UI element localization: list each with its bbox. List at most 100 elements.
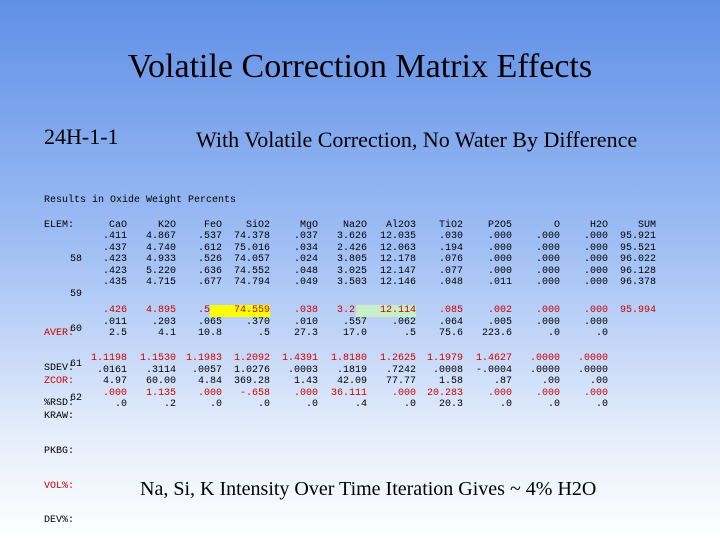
column-k2o-analyses: 4.867 4.740 4.933 5.220 4.715: [116, 231, 176, 289]
table-cell: .000: [535, 265, 560, 277]
column-tio2-corrections: 1.1979.0008 1.58 20.283 20.3: [403, 353, 463, 411]
table-cell: 12.035: [379, 231, 416, 242]
table-cell: 75.6: [438, 328, 463, 340]
column-na2o-corrections: 1.8180.1819 42.09 36.111.4: [307, 353, 367, 411]
table-cell: 96.128: [619, 265, 656, 277]
column-sum-analyses: 95.921 95.521 96.022 96.128 96.378: [596, 231, 656, 289]
stat-label-rsd: %RSD:: [44, 397, 75, 409]
column-sum-header: SUM: [596, 220, 656, 232]
table-cell: 1.1979: [426, 353, 463, 364]
sample-label: 24H-1-1: [44, 124, 119, 149]
analysis-number: 62: [69, 393, 82, 405]
table-cell: -.658: [239, 387, 270, 399]
table-cell: .085: [438, 305, 463, 316]
table-cell: .636: [197, 265, 222, 277]
table-cell: .064: [438, 316, 463, 328]
corr-label-pkbg: PKBG:: [44, 445, 75, 457]
column-header: SiO2: [245, 220, 270, 231]
table-cell: .0000: [529, 364, 560, 376]
table-cell: 42.09: [336, 376, 367, 388]
table-cell: .7242: [385, 364, 416, 376]
column-cao-corrections: 1.1198.0161 4.97.000.0: [67, 353, 127, 411]
table-cell: .00: [589, 376, 608, 388]
table-cell: 4.715: [145, 277, 176, 289]
table-cell: .000: [583, 231, 608, 242]
column-mgo-analyses: .037.034.024.048.049: [258, 231, 318, 289]
corr-label-dev: DEV%:: [44, 515, 75, 527]
table-cell: .000: [487, 265, 512, 277]
table-cell: .598: [162, 305, 222, 317]
table-cell: 1.0276: [233, 364, 270, 376]
column-o-stats: .000.000.0: [500, 305, 560, 340]
table-cell: .000: [583, 254, 608, 266]
table-cell: .2: [163, 399, 176, 411]
table-cell: 3.025: [336, 265, 367, 277]
table-cell: 27.3: [293, 328, 318, 340]
table-heading: Results in Oxide Weight Percents: [44, 195, 237, 206]
column-sio2-corrections: 1.2092 1.0276 369.28 -.658.0: [210, 353, 270, 411]
table-cell: .000: [535, 305, 560, 316]
table-cell: -.0004: [475, 364, 512, 376]
table-cell: 1.4627: [475, 353, 512, 364]
stats-labels: AVER: SDEV: %RSD:: [44, 305, 94, 421]
table-cell: .000: [487, 254, 512, 266]
table-cell: .000: [102, 387, 127, 399]
table-cell: 12.146: [379, 277, 416, 289]
table-cell: 1.2092: [233, 353, 270, 364]
column-p2o5-analyses: .000.000.000.000.011: [452, 231, 512, 289]
table-cell: .002: [487, 305, 512, 316]
slide-title: Volatile Correction Matrix Effects: [127, 48, 593, 85]
table-cell: 77.77: [385, 376, 416, 388]
column-header: H2O: [589, 220, 608, 231]
table-cell: .0003: [287, 364, 318, 376]
table-cell: .005: [487, 316, 512, 328]
table-cell: 4.97: [102, 376, 127, 388]
column-tio2-analyses: .030.194.076.077.048: [403, 231, 463, 289]
column-o-corrections: .0000.0000.00.000.0: [500, 353, 560, 411]
table-cell: .011: [102, 316, 127, 328]
table-cell: .062: [391, 316, 416, 328]
column-p2o5-stats: .002.005 223.6: [452, 305, 512, 340]
table-cell: .435: [102, 277, 127, 289]
column-h2o-analyses: .000.000.000.000.000: [548, 231, 608, 289]
table-cell: .000: [583, 305, 608, 316]
column-p2o5-corrections: 1.4627 -.0004.87.000.0: [452, 353, 512, 411]
table-cell: .000: [583, 316, 608, 328]
table-cell: .000: [535, 242, 560, 254]
table-cell: .077: [438, 265, 463, 277]
table-cell: 1.58: [438, 376, 463, 388]
table-cell: 1.4391: [281, 353, 318, 364]
table-cell: 1.43: [293, 376, 318, 388]
table-cell: .0161: [96, 364, 127, 376]
table-cell: .426: [102, 305, 127, 316]
column-al2o3-corrections: 1.2625.7242 77.77.000.0: [356, 353, 416, 411]
column-mgo-corrections: 1.4391.0003 1.43.000.0: [258, 353, 318, 411]
table-cell: .557: [342, 316, 367, 328]
table-cell: 36.111: [330, 387, 367, 399]
column-feo-corrections: 1.1983.0057 4.84.000.0: [162, 353, 222, 411]
table-cell: .194: [438, 242, 463, 254]
table-cell: .423: [102, 265, 127, 277]
table-cell: 369.28: [233, 376, 270, 388]
table-cell: .4: [354, 399, 367, 411]
analysis-number: 61: [69, 358, 82, 370]
column-mgo-header: MgO: [258, 220, 318, 232]
column-feo-header: FeO: [162, 220, 222, 232]
table-cell: 20.283: [426, 387, 463, 399]
table-cell: .048: [293, 265, 318, 277]
table-cell: 4.1: [157, 328, 176, 340]
column-cao-header: CaO: [67, 220, 127, 232]
correction-labels: ZCOR: KRAW: PKBG: VOL%: DEV%:: [44, 353, 94, 539]
column-h2o-header: H2O: [548, 220, 608, 232]
table-cell: 1.8180: [330, 353, 367, 364]
column-k2o-corrections: 1.1530.3114 60.00 1.135.2: [116, 353, 176, 411]
table-cell: .0: [547, 328, 560, 340]
table-cell: .370: [245, 316, 270, 328]
slide-subtitle: With Volatile Correction, No Water By Di…: [196, 127, 638, 152]
table-cell: .000: [535, 387, 560, 399]
table-cell: 1.1983: [185, 353, 222, 364]
table-cell: 4.895: [145, 305, 176, 316]
table-cell: .203: [151, 316, 176, 328]
table-cell: 74.559: [210, 305, 270, 317]
table-cell: .423: [102, 254, 127, 266]
